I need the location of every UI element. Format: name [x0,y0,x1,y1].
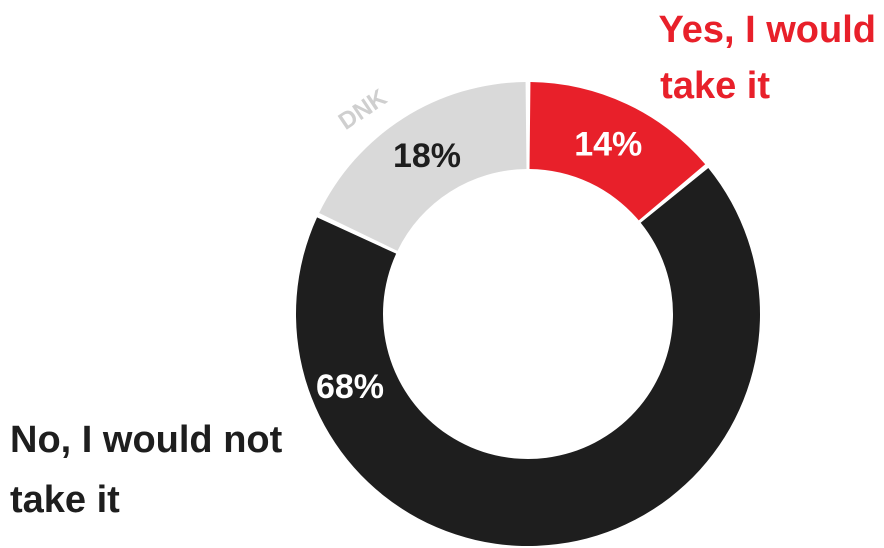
donut-slice-no [296,167,760,546]
donut-slice-dnk [319,82,527,251]
donut-slices [296,82,760,546]
category-label-no-line2: take it [10,479,120,521]
value-label-no: 68% [316,368,384,406]
category-label-dnk: DNK [334,84,393,136]
category-label-yes-line2: take it [660,65,770,107]
category-label-no-line1: No, I would not [10,419,283,461]
donut-slice-yes [529,82,706,221]
value-label-yes: 14% [574,125,642,163]
category-label-yes-line1: Yes, I would [659,9,877,51]
value-label-dnk: 18% [393,137,461,175]
